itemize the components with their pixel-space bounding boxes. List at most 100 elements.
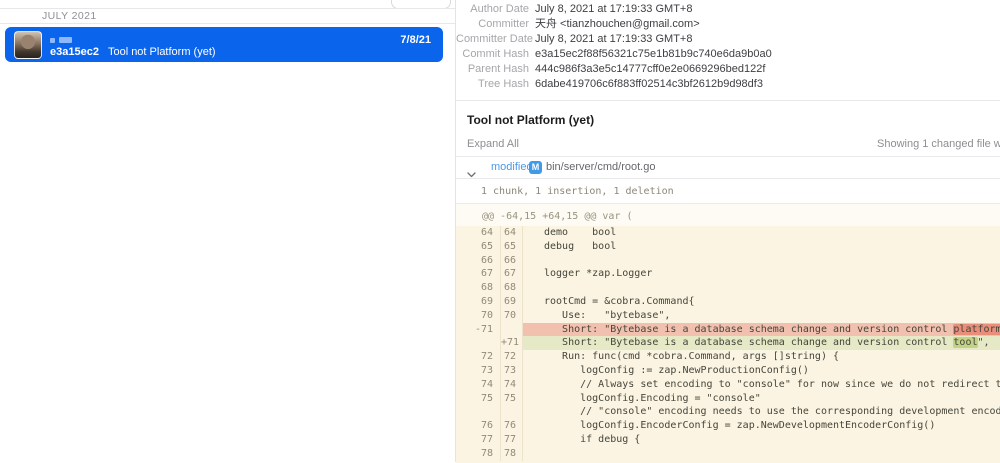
commit-date: 7/8/21 (400, 34, 431, 46)
old-line-number: 69 (456, 294, 501, 309)
hunk-header: @@ -64,15 +64,15 @@ var ( (482, 211, 633, 222)
code-line: debug bool (544, 240, 617, 252)
old-line-number (456, 405, 501, 420)
metadata-row: Committer 天舟 <tianzhouchen@gmail.com> (456, 17, 772, 32)
author-avatar (14, 31, 42, 59)
new-line-number: +71 (501, 336, 523, 351)
new-line-number: 78 (501, 446, 523, 461)
new-line-number: 67 (501, 267, 523, 282)
modified-status-icon: M (529, 161, 542, 174)
author-badge-icon (59, 37, 72, 43)
old-line-number: -71 (456, 322, 501, 337)
metadata-row: Parent Hash 444c986f3a3e5c14777cff0e2e066… (456, 62, 772, 77)
new-line-number: 72 (501, 350, 523, 364)
old-line-number: 75 (456, 391, 501, 406)
old-line-number (456, 336, 501, 351)
expand-all-button[interactable]: Expand All (467, 138, 519, 150)
new-line-number: 74 (501, 377, 523, 392)
old-line-number: 76 (456, 419, 501, 433)
new-line-number (501, 405, 523, 420)
changed-word-highlight: platform (953, 323, 1000, 335)
changed-word-highlight: tool (953, 337, 978, 349)
old-line-number: 64 (456, 226, 501, 240)
code-line: // Always set encoding to "console" for … (544, 378, 1000, 390)
metadata-row: Commit Hash e3a15ec2f88f56321c75e1b81b9c7… (456, 47, 771, 62)
metadata-label: Commit Hash (462, 48, 529, 60)
new-line-number: 69 (501, 294, 523, 309)
new-line-number: 75 (501, 391, 523, 406)
metadata-value: July 8, 2021 at 17:19:33 GMT+8 (535, 33, 693, 45)
code-line: logger *zap.Logger (544, 268, 653, 280)
old-line-number: 67 (456, 267, 501, 282)
hunk-header-row: @@ -64,15 +64,15 @@ var ( (456, 203, 1000, 226)
new-line-number: 70 (501, 308, 523, 323)
author-badge-icon (50, 38, 55, 43)
code-line: // "console" encoding needs to use the c… (580, 406, 1000, 418)
code-line: logConfig.Encoding = "console" (544, 392, 761, 404)
metadata-row: Tree Hash 6dabe419706c6f883ff02514c3bf261… (456, 77, 772, 92)
code-line: Use: "bytebase", (544, 309, 671, 321)
code-line: if debug { (544, 433, 641, 445)
divider (456, 100, 1000, 101)
diff-row: 73 73 logConfig := zap.NewProductionConfi… (456, 363, 1000, 378)
diff-row: 72 72 Run: func(cmd *cobra.Command, args … (456, 350, 1000, 364)
old-line-number: 78 (456, 446, 501, 461)
old-line-number: 72 (456, 350, 501, 364)
code-line: rootCmd = &cobra.Command{ (544, 295, 695, 307)
old-line-number: 66 (456, 253, 501, 268)
diff-row: 64 64 demo bool (456, 226, 1000, 240)
metadata-label: Committer (478, 18, 529, 30)
commit-list-item-selected[interactable]: e3a15ec2 Tool not Platform (yet) 7/8/21 (5, 27, 443, 62)
old-line-number: 68 (456, 281, 501, 295)
diff-row: 78 78 (456, 446, 1000, 461)
metadata-label: Tree Hash (478, 78, 529, 90)
old-line-number: 77 (456, 432, 501, 447)
diff-row: 76 76 logConfig.EncoderConfig = zap.NewDe… (456, 419, 1000, 433)
new-line-number: 77 (501, 432, 523, 447)
new-line-number (501, 322, 523, 337)
commit-details-panel: Author Date July 8, 2021 at 17:19:33 GMT+… (456, 0, 1000, 463)
diff-row: 77 77 if debug { (456, 432, 1000, 447)
code-line: Run: func(cmd *cobra.Command, args []str… (544, 351, 840, 363)
diff-row: +71 Short: "Bytebase is a database schem… (456, 336, 1000, 351)
code-line (523, 281, 1000, 295)
metadata-value: July 8, 2021 at 17:19:33 GMT+8 (535, 3, 693, 15)
commit-metadata: Author Date July 8, 2021 at 17:19:33 GMT+… (456, 2, 772, 92)
code-line: demo bool (544, 227, 617, 238)
diff-row: // "console" encoding needs to use the c… (456, 405, 1000, 420)
changed-files-summary: Showing 1 changed file with 1 add (877, 138, 1000, 150)
metadata-value: 444c986f3a3e5c14777cff0e2e0669296bed122f (535, 63, 766, 75)
diff-viewer: 64 64 demo bool 65 65 debug bool 66 66 67 67 logge… (456, 226, 1000, 463)
commit-summary: e3a15ec2 Tool not Platform (yet) (50, 46, 216, 58)
changed-file-row[interactable]: modified M bin/server/cmd/root.go (456, 156, 1000, 179)
commit-short-hash: e3a15ec2 (50, 46, 99, 58)
diff-row: 70 70 Use: "bytebase", (456, 308, 1000, 323)
code-line: Short: "Bytebase is a database schema ch… (523, 322, 1000, 337)
metadata-value: 天舟 <tianzhouchen@gmail.com> (535, 18, 700, 30)
diff-row: 65 65 debug bool (456, 239, 1000, 254)
code-line (523, 254, 1000, 268)
code-line (523, 447, 1000, 461)
new-line-number: 68 (501, 281, 523, 295)
commit-list-panel: JULY 2021 e3a15ec2 Tool not Platform (yet… (0, 0, 456, 462)
file-status-label: modified (491, 161, 533, 173)
metadata-value: 6dabe419706c6f883ff02514c3bf2612b9d98df3 (535, 78, 763, 90)
old-line-number: 65 (456, 239, 501, 254)
chunk-stats: 1 chunk, 1 insertion, 1 deletion (481, 186, 674, 197)
metadata-label: Parent Hash (467, 63, 529, 75)
old-line-number: 70 (456, 308, 501, 323)
diff-row: 75 75 logConfig.Encoding = "console" (456, 391, 1000, 406)
new-line-number: 66 (501, 253, 523, 268)
old-line-number: 73 (456, 363, 501, 378)
diff-row: 68 68 (456, 281, 1000, 295)
diff-row: 66 66 (456, 253, 1000, 268)
metadata-row: Committer Date July 8, 2021 at 17:19:33 G… (456, 32, 772, 47)
metadata-label: Committer Date (456, 33, 534, 45)
diff-row: 69 69 rootCmd = &cobra.Command{ (456, 294, 1000, 309)
commit-title: Tool not Platform (yet) (467, 113, 595, 127)
chevron-down-icon[interactable] (467, 165, 476, 183)
new-line-number: 64 (501, 226, 523, 240)
code-line: Short: "Bytebase is a database schema ch… (523, 336, 1000, 351)
commit-group-header: JULY 2021 (0, 8, 455, 24)
new-line-number: 65 (501, 239, 523, 254)
